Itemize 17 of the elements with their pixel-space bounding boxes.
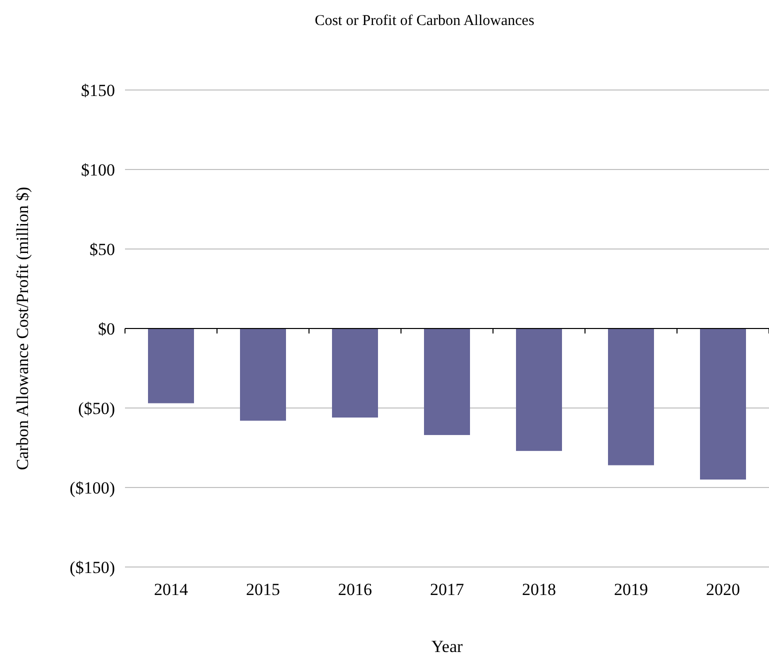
x-axis-title: Year (431, 637, 463, 656)
y-axis-title: Carbon Allowance Cost/Profit (million $) (13, 186, 32, 470)
chart-title: Cost or Profit of Carbon Allowances (314, 13, 534, 29)
x-tick-label: 2018 (522, 580, 556, 599)
x-tick-label: 2020 (706, 580, 740, 599)
x-tick-label: 2016 (338, 580, 372, 599)
x-tick-label: 2019 (614, 580, 648, 599)
x-tick-label: 2015 (246, 580, 280, 599)
x-tick-label: 2017 (430, 580, 464, 599)
y-tick-label: $50 (90, 240, 115, 259)
y-tick-label: $0 (98, 319, 115, 338)
x-tick-label: 2014 (154, 580, 188, 599)
y-tick-label: ($100) (70, 478, 115, 498)
y-tick-label: ($50) (78, 398, 115, 418)
y-tick-label: ($150) (70, 558, 115, 577)
y-tick-label: $150 (81, 80, 115, 100)
y-tick-label: $100 (81, 160, 115, 180)
